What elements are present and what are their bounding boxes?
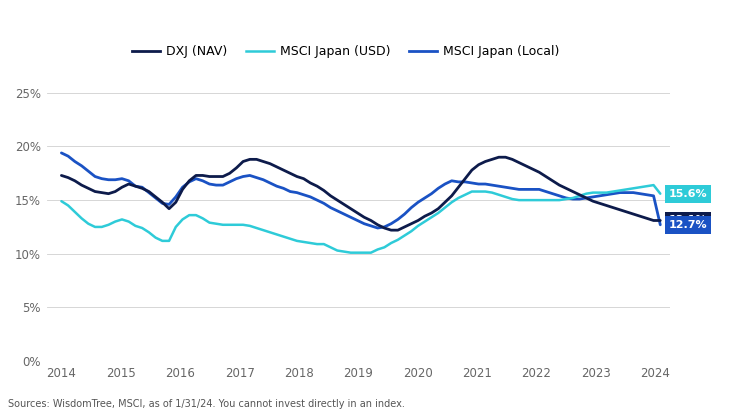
DXJ (NAV) (481, 159, 490, 164)
MSCI Japan (USD) (346, 250, 355, 255)
Text: 12.7%: 12.7% (669, 220, 707, 230)
DXJ (NAV) (494, 155, 503, 160)
DXJ (NAV) (239, 159, 248, 164)
MSCI Japan (USD) (649, 182, 658, 187)
MSCI Japan (USD) (636, 185, 645, 190)
MSCI Japan (Local) (656, 222, 665, 227)
MSCI Japan (Local) (575, 196, 584, 201)
DXJ (NAV) (57, 173, 66, 178)
Line: MSCI Japan (Local): MSCI Japan (Local) (62, 153, 660, 228)
MSCI Japan (USD) (239, 222, 248, 227)
MSCI Japan (Local) (636, 191, 645, 196)
Text: Sources: WisdomTree, MSCI, as of 1/31/24. You cannot invest directly in an index: Sources: WisdomTree, MSCI, as of 1/31/24… (8, 399, 404, 409)
MSCI Japan (Local) (373, 226, 383, 231)
MSCI Japan (Local) (239, 174, 248, 179)
MSCI Japan (USD) (57, 199, 66, 204)
MSCI Japan (USD) (481, 189, 490, 194)
MSCI Japan (USD) (138, 226, 147, 231)
DXJ (NAV) (138, 186, 147, 191)
Legend: DXJ (NAV), MSCI Japan (USD), MSCI Japan (Local): DXJ (NAV), MSCI Japan (USD), MSCI Japan … (127, 40, 564, 63)
DXJ (NAV) (386, 228, 395, 233)
MSCI Japan (Local) (57, 150, 66, 155)
MSCI Japan (USD) (575, 193, 584, 198)
MSCI Japan (Local) (481, 182, 490, 187)
MSCI Japan (Local) (562, 196, 571, 201)
DXJ (NAV) (569, 189, 578, 194)
Line: DXJ (NAV): DXJ (NAV) (62, 157, 660, 230)
MSCI Japan (USD) (656, 191, 665, 196)
DXJ (NAV) (642, 216, 651, 221)
Text: 13.1%: 13.1% (669, 215, 707, 226)
MSCI Japan (USD) (562, 196, 571, 201)
Text: 15.6%: 15.6% (669, 189, 707, 199)
DXJ (NAV) (656, 218, 665, 223)
MSCI Japan (Local) (138, 185, 147, 190)
DXJ (NAV) (582, 196, 591, 201)
Line: MSCI Japan (USD): MSCI Japan (USD) (62, 185, 660, 253)
